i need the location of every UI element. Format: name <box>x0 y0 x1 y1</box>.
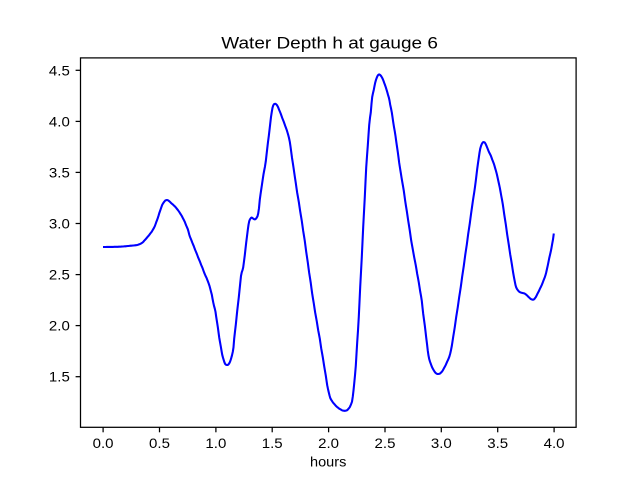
svg-text:1.5: 1.5 <box>262 435 283 451</box>
svg-text:2.0: 2.0 <box>318 435 339 451</box>
svg-text:3.5: 3.5 <box>487 435 508 451</box>
svg-text:1.5: 1.5 <box>49 369 70 385</box>
svg-text:4.0: 4.0 <box>544 435 565 451</box>
svg-text:1.0: 1.0 <box>205 435 226 451</box>
svg-text:0.0: 0.0 <box>93 435 114 451</box>
svg-text:4.0: 4.0 <box>49 113 70 129</box>
svg-text:3.5: 3.5 <box>49 164 70 180</box>
svg-text:2.0: 2.0 <box>49 318 70 334</box>
svg-text:2.5: 2.5 <box>375 435 396 451</box>
svg-text:3.0: 3.0 <box>49 216 70 232</box>
svg-text:0.5: 0.5 <box>149 435 170 451</box>
svg-text:3.0: 3.0 <box>431 435 452 451</box>
svg-text:2.5: 2.5 <box>49 267 70 283</box>
svg-text:4.5: 4.5 <box>49 62 70 78</box>
svg-text:Water Depth h at gauge 6: Water Depth h at gauge 6 <box>221 35 438 53</box>
svg-text:hours: hours <box>310 453 346 469</box>
